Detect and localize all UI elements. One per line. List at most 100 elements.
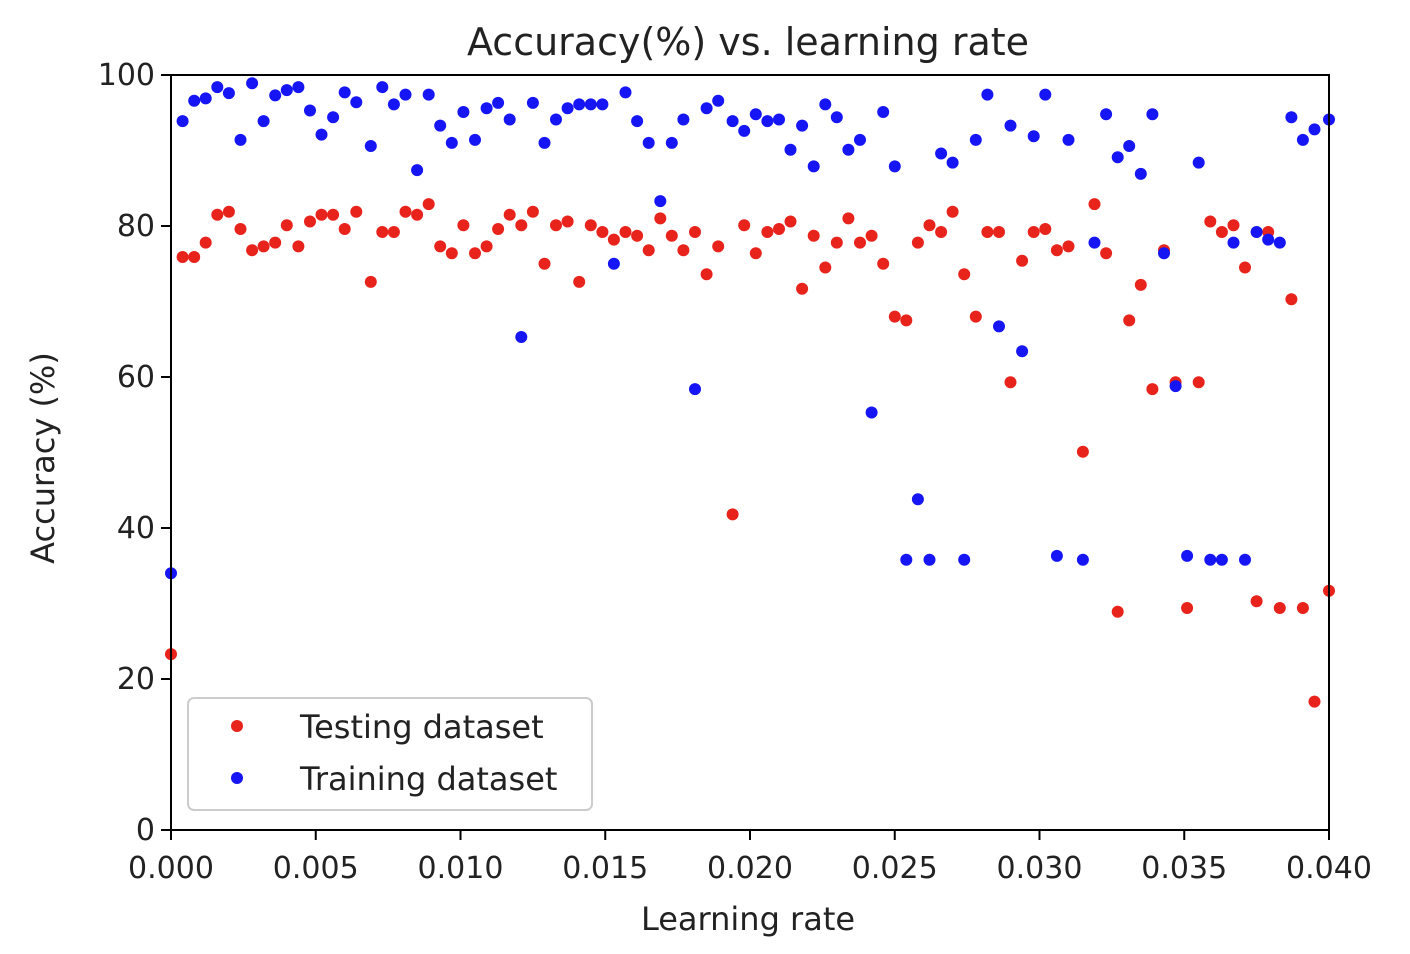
training-point [796, 119, 809, 132]
testing-point [445, 247, 458, 260]
training-series [165, 77, 1335, 580]
training-point [865, 406, 878, 419]
training-point [946, 156, 959, 169]
testing-point [411, 208, 424, 221]
testing-point [199, 236, 212, 249]
training-point [304, 104, 316, 117]
training-point [445, 136, 458, 149]
testing-point [492, 223, 505, 235]
training-point [492, 96, 505, 109]
training-point [350, 96, 363, 109]
training-point [993, 320, 1005, 333]
training-point [573, 98, 586, 111]
testing-point [257, 240, 270, 253]
training-point [1227, 236, 1240, 249]
testing-point [700, 268, 713, 281]
training-point [1123, 140, 1136, 152]
data-points [165, 77, 1335, 708]
legend-label-testing: Testing dataset [299, 708, 544, 746]
training-point [292, 81, 305, 94]
training-point [642, 136, 655, 149]
testing-point [399, 205, 412, 218]
training-point [550, 113, 562, 126]
testing-point [677, 244, 690, 257]
training-point [503, 113, 516, 126]
testing-point [1273, 602, 1286, 614]
testing-point [854, 236, 866, 249]
testing-point [1181, 602, 1194, 614]
testing-point [550, 219, 562, 232]
training-point [969, 133, 982, 146]
training-point [749, 108, 762, 121]
testing-point [1134, 278, 1147, 291]
testing-point [631, 229, 644, 242]
training-point [480, 102, 493, 115]
training-point [1039, 88, 1052, 101]
testing-point [573, 275, 586, 288]
testing-point [1204, 215, 1217, 228]
training-point [935, 147, 948, 160]
testing-point [888, 310, 901, 323]
testing-point [1039, 223, 1052, 235]
y-tick-label: 40 [117, 511, 155, 546]
training-point [700, 102, 713, 115]
plot-frame [170, 74, 1330, 831]
testing-point [188, 251, 201, 263]
training-point [1273, 236, 1286, 249]
training-point [1296, 133, 1309, 146]
testing-point [1250, 595, 1263, 608]
legend-box [187, 697, 593, 811]
training-point [773, 113, 785, 126]
legend-label-training: Training dataset [299, 760, 557, 798]
training-point [176, 115, 189, 128]
testing-point [1027, 226, 1040, 238]
y-axis-ticks: 0 20 40 60 80 100 [98, 58, 171, 848]
training-point [364, 140, 377, 152]
testing-point [935, 226, 948, 238]
testing-point [923, 219, 936, 232]
training-point [784, 143, 797, 156]
testing-point [796, 282, 809, 295]
testing-point [1050, 244, 1063, 257]
training-point [911, 493, 924, 506]
training-point [188, 94, 201, 107]
y-tick-label: 0 [136, 813, 155, 848]
training-point [830, 111, 843, 124]
y-tick-label: 100 [98, 58, 155, 93]
training-point [888, 160, 901, 173]
training-point [1308, 123, 1321, 136]
training-point [900, 553, 913, 566]
testing-point [596, 226, 609, 238]
training-point [1027, 130, 1040, 143]
testing-point [819, 261, 832, 274]
training-point [631, 115, 644, 128]
training-point [1076, 553, 1089, 566]
training-point [1239, 553, 1251, 566]
training-point [1088, 236, 1101, 249]
training-point [211, 81, 224, 94]
testing-point [176, 251, 189, 263]
training-point [257, 115, 270, 128]
training-point [376, 81, 389, 94]
testing-point [222, 205, 235, 218]
training-point [654, 195, 667, 208]
testing-point [1076, 445, 1089, 458]
x-tick-label: 0.020 [707, 851, 793, 886]
training-point [338, 86, 351, 99]
testing-point [469, 247, 481, 260]
training-point [327, 111, 340, 124]
testing-point [1100, 247, 1113, 260]
training-point [807, 160, 820, 173]
testing-point [654, 212, 667, 225]
training-point [677, 113, 690, 126]
testing-point [830, 236, 843, 249]
training-point [269, 89, 282, 102]
testing-point [842, 212, 855, 225]
testing-point [738, 219, 751, 232]
training-point [280, 84, 293, 97]
testing-point [304, 215, 316, 228]
training-point [607, 257, 620, 270]
training-point [1004, 119, 1017, 132]
training-point [1215, 553, 1228, 566]
